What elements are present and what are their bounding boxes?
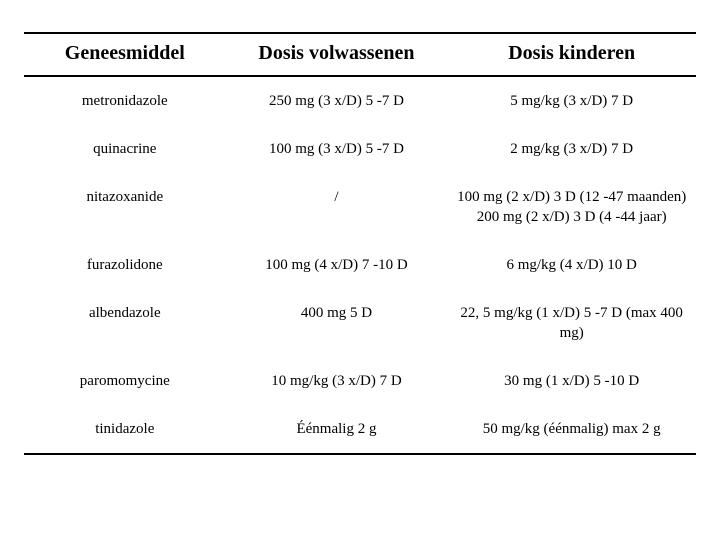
cell-drug-text: furazolidone — [87, 257, 163, 273]
table-header-row: Geneesmiddel Dosis volwassenen Dosis kin… — [24, 33, 696, 76]
cell-child: 30 mg (1 x/D) 5 -10 D — [447, 357, 696, 405]
cell-child-text: 22, 5 mg/kg (1 x/D) 5 -7 D (max 400 mg) — [460, 305, 682, 341]
cell-child-text: 30 mg (1 x/D) 5 -10 D — [504, 373, 639, 389]
table-row: tinidazole Éénmalig 2 g 50 mg/kg (éénmal… — [24, 405, 696, 454]
cell-adult-text: 250 mg (3 x/D) 5 -7 D — [269, 93, 404, 109]
table-row: quinacrine 100 mg (3 x/D) 5 -7 D 2 mg/kg… — [24, 125, 696, 173]
table-row: metronidazole 250 mg (3 x/D) 5 -7 D 5 mg… — [24, 76, 696, 125]
cell-adult: 100 mg (4 x/D) 7 -10 D — [226, 241, 448, 289]
cell-drug: metronidazole — [24, 76, 226, 125]
table-row: furazolidone 100 mg (4 x/D) 7 -10 D 6 mg… — [24, 241, 696, 289]
cell-child: 6 mg/kg (4 x/D) 10 D — [447, 241, 696, 289]
cell-child-text: 5 mg/kg (3 x/D) 7 D — [510, 93, 633, 109]
cell-adult: Éénmalig 2 g — [226, 405, 448, 454]
cell-drug-text: tinidazole — [95, 421, 154, 437]
cell-adult: 100 mg (3 x/D) 5 -7 D — [226, 125, 448, 173]
cell-adult-text: 10 mg/kg (3 x/D) 7 D — [271, 373, 401, 389]
cell-adult: / — [226, 173, 448, 241]
dosage-table: Geneesmiddel Dosis volwassenen Dosis kin… — [24, 32, 696, 455]
cell-adult: 250 mg (3 x/D) 5 -7 D — [226, 76, 448, 125]
cell-drug-text: albendazole — [89, 305, 161, 321]
cell-child-text: 2 mg/kg (3 x/D) 7 D — [510, 141, 633, 157]
cell-drug: nitazoxanide — [24, 173, 226, 241]
cell-adult-text: / — [334, 189, 338, 205]
cell-adult-text: 100 mg (3 x/D) 5 -7 D — [269, 141, 404, 157]
cell-drug-text: paromomycine — [80, 373, 170, 389]
cell-drug: albendazole — [24, 289, 226, 357]
cell-drug: furazolidone — [24, 241, 226, 289]
table-row: nitazoxanide / 100 mg (2 x/D) 3 D (12 -4… — [24, 173, 696, 241]
cell-drug: paromomycine — [24, 357, 226, 405]
cell-drug: quinacrine — [24, 125, 226, 173]
cell-adult: 400 mg 5 D — [226, 289, 448, 357]
page: Geneesmiddel Dosis volwassenen Dosis kin… — [0, 0, 720, 540]
cell-child: 50 mg/kg (éénmalig) max 2 g — [447, 405, 696, 454]
col-header-drug-label: Geneesmiddel — [65, 42, 185, 64]
cell-drug-text: nitazoxanide — [86, 189, 163, 205]
cell-child-text: 6 mg/kg (4 x/D) 10 D — [506, 257, 636, 273]
col-header-child-label: Dosis kinderen — [508, 42, 635, 64]
cell-adult-text: Éénmalig 2 g — [296, 421, 376, 437]
cell-adult: 10 mg/kg (3 x/D) 7 D — [226, 357, 448, 405]
col-header-drug: Geneesmiddel — [24, 33, 226, 76]
cell-drug-text: metronidazole — [82, 93, 168, 109]
cell-child: 22, 5 mg/kg (1 x/D) 5 -7 D (max 400 mg) — [447, 289, 696, 357]
cell-adult-text: 100 mg (4 x/D) 7 -10 D — [265, 257, 408, 273]
cell-drug-text: quinacrine — [93, 141, 156, 157]
col-header-child: Dosis kinderen — [447, 33, 696, 76]
cell-child-text: 100 mg (2 x/D) 3 D (12 -47 maanden)200 m… — [457, 189, 686, 225]
cell-drug: tinidazole — [24, 405, 226, 454]
table-row: paromomycine 10 mg/kg (3 x/D) 7 D 30 mg … — [24, 357, 696, 405]
cell-child: 5 mg/kg (3 x/D) 7 D — [447, 76, 696, 125]
table-row: albendazole 400 mg 5 D 22, 5 mg/kg (1 x/… — [24, 289, 696, 357]
cell-child-text: 50 mg/kg (éénmalig) max 2 g — [483, 421, 661, 437]
cell-child: 2 mg/kg (3 x/D) 7 D — [447, 125, 696, 173]
col-header-adult-label: Dosis volwassenen — [258, 42, 414, 64]
col-header-adult: Dosis volwassenen — [226, 33, 448, 76]
cell-child: 100 mg (2 x/D) 3 D (12 -47 maanden)200 m… — [447, 173, 696, 241]
cell-adult-text: 400 mg 5 D — [301, 305, 372, 321]
